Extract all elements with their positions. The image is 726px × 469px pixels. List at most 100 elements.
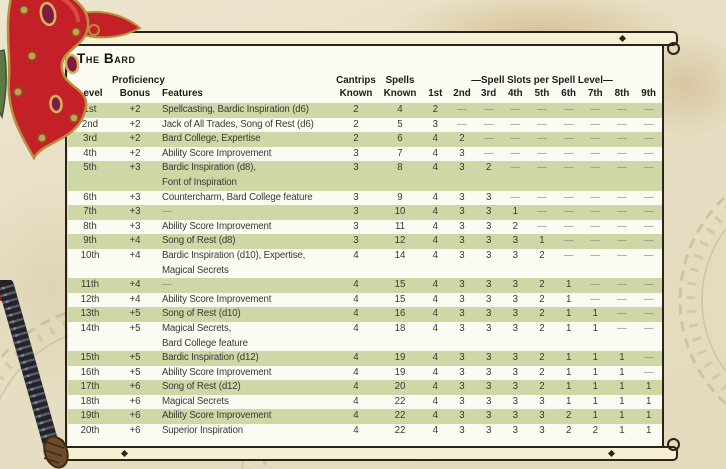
cantrips-known-cell: 2: [353, 118, 359, 130]
spell-slot-cell: 3: [459, 425, 465, 437]
spell-slot-cell: 3: [459, 220, 465, 232]
spell-slot-cell: 4: [432, 381, 439, 393]
spell-slot-cell: 3: [512, 381, 519, 393]
spells-known-cell: 15: [394, 293, 406, 305]
cantrips-known-cell: 4: [353, 410, 359, 422]
features-cell: Spellcasting, Bardic Inspiration (d6): [162, 104, 309, 115]
spell-slot-cell: —: [590, 279, 601, 291]
spell-slot-cell: 3: [485, 293, 492, 305]
spell-slot-cell: 4: [432, 133, 439, 145]
spell-slot-cell: 3: [512, 410, 519, 422]
spell-slot-cell: —: [590, 118, 601, 130]
spell-slot-cell: 3: [485, 395, 492, 407]
spell-slot-cell: 1: [592, 366, 599, 378]
spell-slot-cell: 3: [539, 425, 545, 437]
features-cell: —: [162, 206, 172, 218]
spell-slot-cell: —: [537, 162, 547, 174]
spells-known-cell: 19: [394, 366, 406, 378]
spell-slot-cell: 2: [539, 249, 545, 261]
table-row: 14th +5 Magical Secrets, Bard College featu…: [68, 322, 662, 351]
spells-known-cell: 22: [394, 425, 406, 437]
spell-slot-cell: —: [563, 191, 574, 203]
spell-slot-cell: 3: [485, 381, 492, 393]
spell-slot-cell: 1: [565, 381, 572, 393]
col-header-slot-2nd: 2nd: [453, 88, 471, 99]
spell-slot-cell: —: [563, 118, 574, 130]
spell-slot-cell: —: [537, 191, 547, 203]
table-row: 9th +4 Song of Rest (d8) 3 12 4 3 3 3 1 — — — —: [68, 234, 662, 249]
spell-slot-cell: 4: [432, 191, 439, 203]
spell-slot-cell: —: [563, 206, 574, 218]
spell-slot-cell: —: [457, 104, 467, 115]
cantrips-known-cell: 2: [353, 133, 359, 145]
spell-slot-cell: —: [537, 220, 547, 232]
level-cell: 17th: [80, 381, 100, 393]
bonus-cell: +4: [129, 279, 141, 291]
spell-slot-cell: —: [590, 206, 601, 218]
level-cell: 9th: [83, 235, 97, 247]
frame-tick: [607, 449, 616, 458]
table-row: 15th +5 Bardic Inspiration (d12) 4 19 4 3 3 3 2 1 1…: [68, 351, 662, 366]
spell-slot-cell: 3: [459, 147, 465, 159]
spells-known-cell: 4: [397, 104, 403, 115]
bonus-cell: +5: [129, 352, 141, 364]
spell-slot-cell: 3: [459, 249, 465, 261]
features-cell: Bardic Inspiration (d10), Expertise, Magi…: [162, 249, 306, 276]
table-row: 19th +6 Ability Score Improvement 4 22 4 3 3 3 3 2…: [68, 409, 662, 425]
cantrips-known-cell: 4: [353, 322, 359, 334]
features-cell: Song of Rest (d8): [162, 235, 236, 247]
table-row: 13th +5 Song of Rest (d10) 4 16 4 3 3 3 2 1 1 — —: [68, 307, 662, 322]
spell-slot-cell: —: [617, 118, 627, 130]
spell-slot-cell: 3: [459, 235, 465, 247]
table-row: 1st +2 Spellcasting, Bardic Inspiration (d…: [68, 103, 662, 118]
spell-slot-cell: 1: [592, 410, 599, 422]
col-header-spells-known: Known: [383, 88, 417, 99]
col-header-slot-3rd: 3rd: [481, 88, 497, 99]
cantrips-known-cell: 4: [353, 279, 359, 291]
spell-slot-cell: 2: [539, 279, 545, 291]
cantrips-known-cell: 4: [353, 381, 359, 393]
bonus-cell: +2: [129, 133, 141, 145]
level-cell: 8th: [83, 220, 97, 232]
cantrips-known-cell: 3: [353, 206, 359, 218]
spell-slot-cell: —: [643, 162, 654, 174]
level-cell: 5th: [83, 162, 97, 174]
spell-slot-cell: 3: [512, 425, 519, 437]
table-row: 16th +5 Ability Score Improvement 4 19 4 3 3 3 2 1…: [68, 366, 662, 381]
features-cell: Magical Secrets, Bard College feature: [162, 322, 248, 349]
spell-slot-cell: —: [590, 104, 601, 115]
spell-slot-cell: —: [643, 220, 654, 232]
table-rows: 1st +2 Spellcasting, Bardic Inspiration (d…: [68, 103, 662, 439]
bonus-cell: +2: [129, 118, 141, 130]
spell-slot-cell: —: [617, 322, 627, 334]
spell-slot-cell: 1: [592, 352, 599, 364]
spell-slot-cell: 3: [512, 279, 519, 291]
spell-slot-cell: 3: [539, 410, 545, 422]
spells-known-cell: 19: [394, 352, 406, 364]
spell-slot-cell: —: [617, 206, 627, 218]
bonus-cell: +3: [129, 191, 141, 203]
spell-slot-cell: —: [563, 133, 574, 145]
spell-slot-cell: 3: [512, 322, 519, 334]
spell-slot-cell: 2: [539, 322, 545, 334]
spell-slot-cell: 2: [459, 133, 465, 145]
spell-slot-cell: 1: [565, 352, 572, 364]
spell-slot-cell: —: [483, 147, 494, 159]
features-cell: Ability Score Improvement: [162, 220, 272, 232]
spell-slot-cell: —: [643, 249, 654, 261]
features-cell: Ability Score Improvement: [162, 147, 272, 159]
spells-known-cell: 14: [394, 249, 406, 261]
spell-slot-cell: 4: [432, 206, 439, 218]
bonus-cell: +2: [129, 104, 141, 115]
spell-slot-cell: —: [537, 118, 547, 130]
spell-slot-cell: 3: [485, 191, 492, 203]
compass-watermark-icon: [678, 194, 726, 406]
col-header-slot-7th: 7th: [587, 88, 603, 99]
spell-slot-cell: —: [643, 322, 654, 334]
table-row: 3rd +2 Bard College, Expertise 2 6 4 2 — — — — — — —: [68, 132, 662, 147]
spell-slot-cell: —: [643, 104, 654, 115]
spell-slot-cell: 1: [619, 425, 625, 437]
spell-slot-cell: 1: [512, 206, 519, 218]
bonus-cell: +6: [129, 410, 141, 422]
col-header-spell-slots-group: —Spell Slots per Spell Level—: [471, 75, 613, 86]
